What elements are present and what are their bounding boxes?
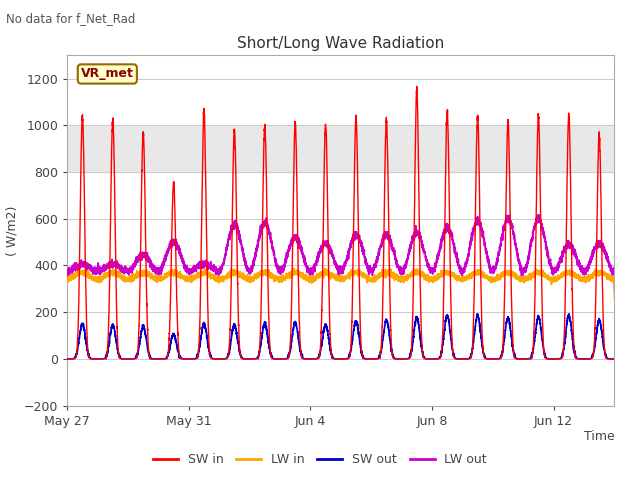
Text: Time: Time <box>584 430 614 443</box>
Bar <box>67 125 614 172</box>
Text: VR_met: VR_met <box>81 68 134 81</box>
Legend: SW in, LW in, SW out, LW out: SW in, LW in, SW out, LW out <box>148 448 492 471</box>
Text: No data for f_Net_Rad: No data for f_Net_Rad <box>6 12 136 25</box>
Title: Short/Long Wave Radiation: Short/Long Wave Radiation <box>237 36 444 51</box>
Y-axis label: ( W/m2): ( W/m2) <box>5 205 19 255</box>
